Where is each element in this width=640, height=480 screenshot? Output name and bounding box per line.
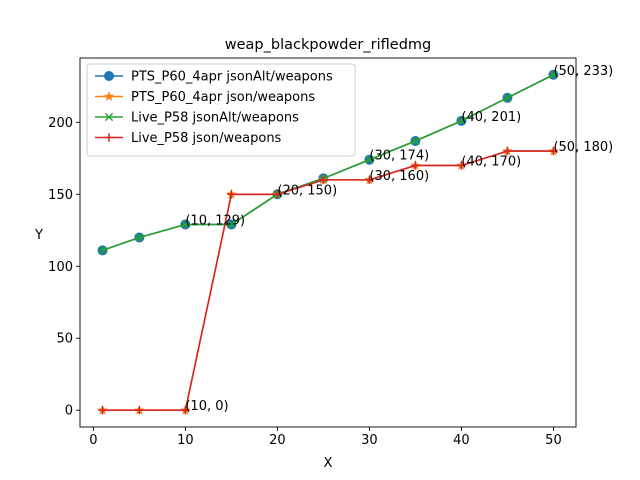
data-point (411, 161, 420, 170)
chart-title: weap_blackpowder_rifledmg (225, 37, 431, 53)
data-point (181, 220, 190, 229)
data-point (273, 190, 282, 199)
y-tick-label: 200 (48, 116, 73, 131)
data-point (411, 136, 420, 146)
data-label: (50, 180) (553, 140, 613, 155)
data-point (98, 246, 107, 255)
data-point (365, 155, 374, 164)
axis-ticks: 0 10 20 30 40 50 0 50 100 150 200 (48, 116, 562, 448)
data-point (135, 406, 144, 415)
x-tick-label: 0 (89, 433, 97, 448)
data-label: (10, 0) (185, 399, 228, 414)
legend-label: Live_P58 json/weapons (131, 131, 282, 146)
x-axis-label: X (324, 456, 333, 471)
y-tick-label: 50 (56, 332, 73, 347)
y-tick-label: 0 (65, 404, 73, 419)
legend-item: PTS_P60_4apr json/weapons (95, 90, 315, 105)
data-point (181, 406, 190, 415)
data-point (227, 220, 236, 229)
data-label: (10, 129) (185, 214, 245, 229)
x-tick-label: 50 (545, 433, 562, 448)
data-point (227, 190, 236, 199)
legend-marker (104, 133, 114, 142)
data-label: (40, 170) (461, 154, 521, 169)
data-label: (30, 160) (369, 169, 429, 184)
data-point (549, 70, 558, 79)
axes-frame (79, 57, 577, 428)
y-axis-label: Y (34, 228, 43, 243)
legend-marker (104, 112, 114, 122)
data-label: (50, 233) (553, 64, 613, 79)
data-point (549, 146, 558, 156)
legend-label: PTS_P60_4apr jsonAlt/weapons (131, 70, 333, 85)
legend-label: PTS_P60_4apr json/weapons (131, 90, 315, 105)
legend-item: Live_P58 json/weapons (95, 131, 282, 146)
data-point (457, 161, 466, 170)
data-point (503, 146, 512, 156)
legend-box (86, 63, 356, 157)
data-label: (30, 174) (369, 149, 429, 164)
x-tick-label: 40 (453, 433, 470, 448)
y-tick-label: 150 (48, 188, 73, 203)
y-tick-label: 100 (48, 260, 73, 275)
legend-marker (103, 91, 115, 101)
x-tick-label: 10 (177, 433, 194, 448)
data-point (135, 233, 144, 242)
data-point (365, 175, 374, 185)
x-tick-label: 20 (269, 433, 286, 448)
legend-item: PTS_P60_4apr jsonAlt/weapons (95, 70, 333, 85)
data-label: (40, 201) (461, 110, 521, 125)
data-point (319, 175, 328, 185)
data-point (98, 406, 107, 415)
legend-marker (104, 71, 114, 81)
series-4 (98, 146, 558, 415)
data-point (457, 116, 466, 125)
data-point (503, 93, 512, 102)
annotations: (10, 0) (10, 129) (20, 150) (30, 160) (30, 1… (185, 64, 613, 414)
x-tick-label: 30 (361, 433, 378, 448)
plot-area (79, 57, 577, 428)
legend-item: Live_P58 jsonAlt/weapons (95, 111, 299, 126)
data-label: (20, 150) (277, 183, 337, 198)
legend: PTS_P60_4apr jsonAlt/weapons PTS_P60_4apr… (86, 63, 356, 157)
legend-label: Live_P58 jsonAlt/weapons (131, 111, 299, 126)
